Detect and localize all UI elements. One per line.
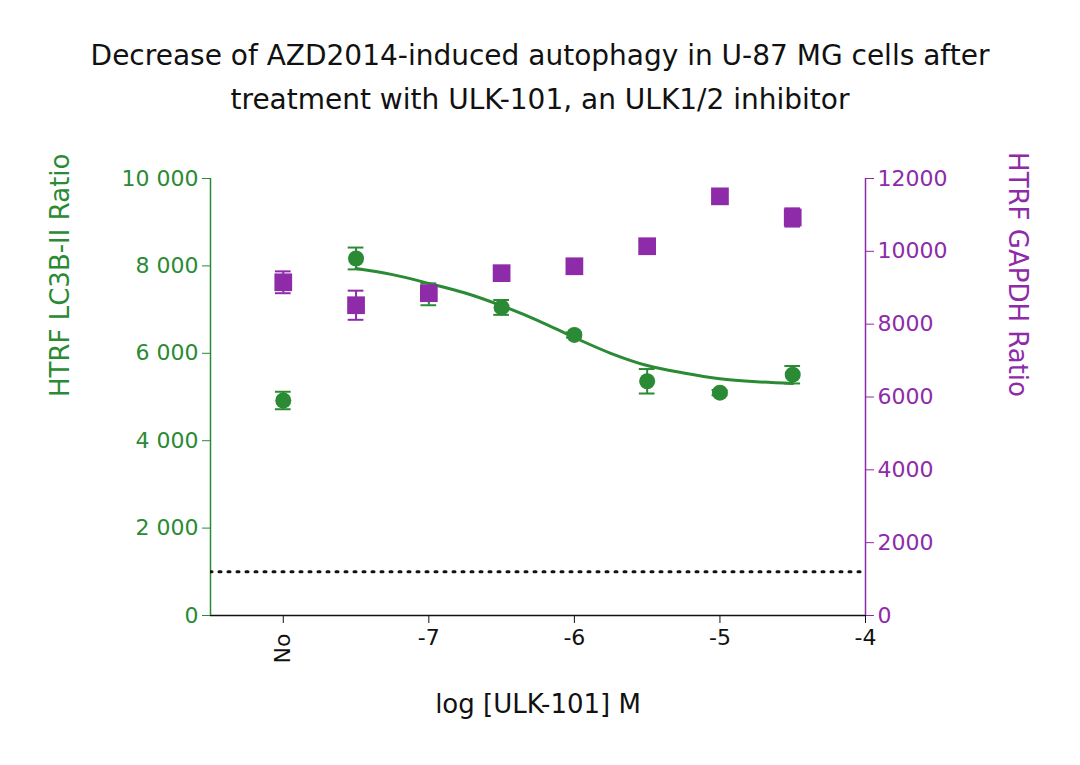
svg-text:-5: -5 [709,625,731,650]
svg-text:10 000: 10 000 [122,166,199,191]
svg-text:4 000: 4 000 [136,428,199,453]
svg-text:10000: 10000 [878,238,948,263]
svg-text:0: 0 [185,603,199,628]
svg-text:12000: 12000 [878,166,948,191]
svg-text:6 000: 6 000 [136,340,199,365]
svg-text:-6: -6 [563,625,585,650]
svg-text:log [ULK-101] M: log [ULK-101] M [435,689,641,719]
svg-text:2000: 2000 [878,530,934,555]
svg-text:4000: 4000 [878,457,934,482]
svg-text:0: 0 [878,603,892,628]
svg-text:-4: -4 [855,625,877,650]
html-text:Decrease of AZD2014-induced au: Decrease of AZD2014-induced autophagy in… [90,39,990,116]
svg-text:8 000: 8 000 [136,253,199,278]
svg-text:6000: 6000 [878,384,934,409]
svg-text:-7: -7 [418,625,440,650]
svg-text:2 000: 2 000 [136,515,199,540]
svg-text:No: No [270,634,295,664]
svg-text:8000: 8000 [878,311,934,336]
svg-text:HTRF LC3B-II Ratio: HTRF LC3B-II Ratio [45,154,75,397]
svg-text:HTRF GAPDH Ratio: HTRF GAPDH Ratio [1003,152,1033,397]
